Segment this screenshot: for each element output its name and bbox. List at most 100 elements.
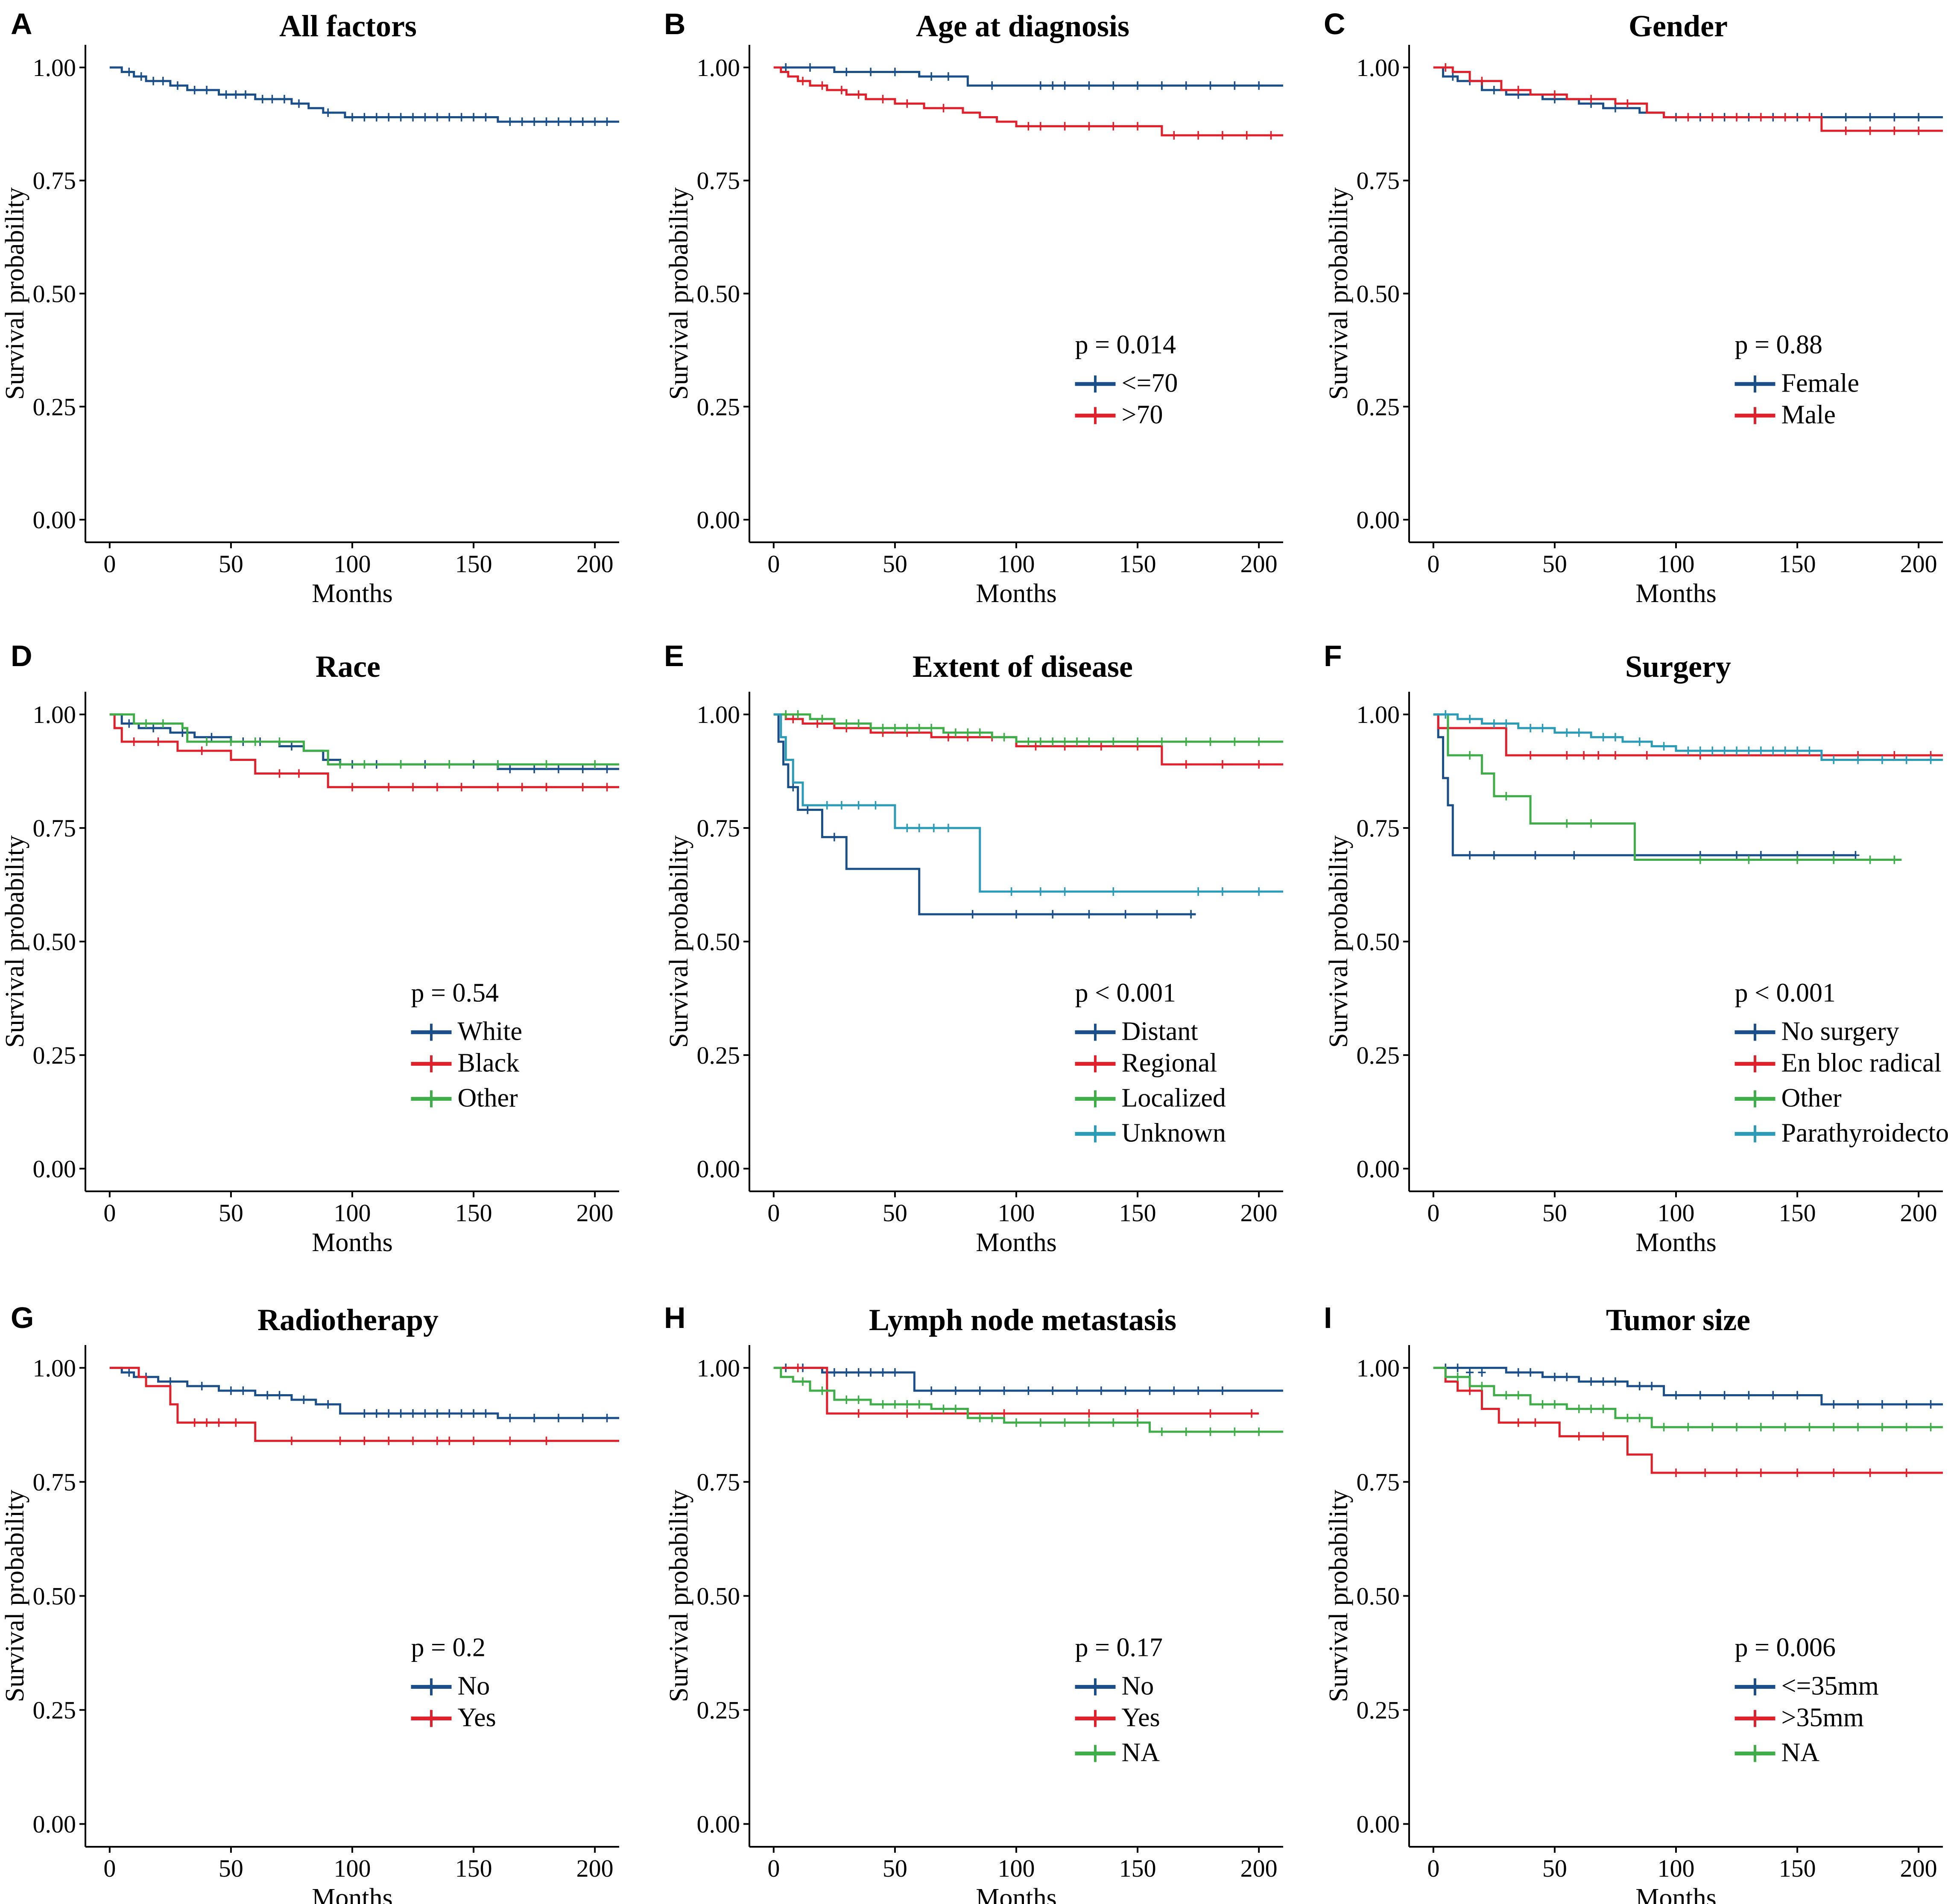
censor-mark xyxy=(506,1436,514,1445)
censor-mark xyxy=(1793,1468,1802,1477)
censor-mark xyxy=(1684,746,1692,755)
p-value: p = 0.2 xyxy=(411,1633,486,1662)
censor-mark xyxy=(1231,1427,1239,1436)
y-tick-label: 0.25 xyxy=(697,1041,740,1069)
censor-mark xyxy=(930,824,938,833)
censor-mark xyxy=(842,1368,851,1377)
censor-mark xyxy=(1890,751,1898,760)
censor-mark xyxy=(1170,131,1178,140)
x-tick-label: 200 xyxy=(1240,1199,1278,1227)
censor-mark xyxy=(854,1368,863,1377)
censor-mark xyxy=(142,719,150,728)
censor-mark xyxy=(1531,851,1539,860)
censor-mark xyxy=(1514,1368,1522,1377)
censor-mark xyxy=(1599,1432,1607,1441)
km-curve-male xyxy=(1433,66,1943,132)
censor-mark xyxy=(782,710,790,719)
censor-mark xyxy=(1502,719,1510,728)
censor-mark xyxy=(1575,1432,1583,1441)
censor-mark xyxy=(1902,1468,1910,1477)
censor-mark xyxy=(1255,760,1263,769)
x-tick-label: 0 xyxy=(1427,550,1439,578)
censor-mark xyxy=(1466,714,1474,723)
p-value: p < 0.001 xyxy=(1735,978,1836,1007)
y-tick-label: 0.50 xyxy=(33,928,76,956)
censor-mark xyxy=(927,72,936,81)
censor-mark xyxy=(915,1400,923,1409)
censor-mark xyxy=(1878,1400,1886,1409)
censor-mark xyxy=(1085,737,1093,746)
censor-mark xyxy=(1218,1386,1226,1395)
censor-mark xyxy=(1866,113,1874,122)
censor-mark xyxy=(1531,1418,1539,1427)
censor-mark xyxy=(1478,1382,1486,1391)
censor-mark xyxy=(1757,746,1765,755)
censor-mark xyxy=(1478,76,1486,85)
p-value: p = 0.014 xyxy=(1075,330,1176,359)
censor-mark xyxy=(287,1436,295,1445)
x-tick-label: 200 xyxy=(1240,550,1278,578)
censor-mark xyxy=(1635,1382,1644,1391)
censor-mark xyxy=(1563,1372,1571,1381)
y-tick-label: 0.25 xyxy=(697,1696,740,1724)
censor-mark xyxy=(842,1395,851,1404)
panel-e: E Extent of disease 0.00 0.25 0.50 0.75 1.00 0 5… xyxy=(664,639,1283,1257)
censor-mark xyxy=(1594,751,1603,760)
y-tick-label: 1.00 xyxy=(1357,54,1400,82)
censor-mark xyxy=(203,737,211,746)
censor-mark xyxy=(159,719,167,728)
censor-mark xyxy=(1733,746,1741,755)
censor-mark xyxy=(190,1418,199,1427)
y-tick-label: 0.00 xyxy=(697,1155,740,1183)
censor-mark xyxy=(1587,819,1595,828)
censor-mark xyxy=(1587,1404,1595,1413)
censor-mark xyxy=(1550,90,1559,99)
censor-mark xyxy=(1805,1423,1813,1432)
p-value: p = 0.88 xyxy=(1735,330,1822,359)
y-tick-label: 0.50 xyxy=(697,928,740,956)
censor-mark xyxy=(300,1395,308,1404)
y-tick-label: 0.00 xyxy=(697,506,740,534)
censor-mark xyxy=(951,1386,959,1395)
legend-label: >70 xyxy=(1122,400,1163,429)
x-tick-label: 100 xyxy=(1658,1199,1695,1227)
censor-mark xyxy=(1097,1386,1105,1395)
censor-mark xyxy=(1611,1377,1619,1386)
x-tick-label: 0 xyxy=(103,1199,116,1227)
censor-mark xyxy=(872,801,880,810)
censor-mark xyxy=(944,824,952,833)
censor-mark xyxy=(944,733,952,742)
censor-mark xyxy=(879,724,887,733)
x-axis-label: Months xyxy=(312,1884,392,1904)
x-tick-label: 100 xyxy=(998,1199,1035,1227)
censor-mark xyxy=(579,764,587,773)
censor-mark xyxy=(125,1368,133,1377)
x-tick-label: 50 xyxy=(219,550,243,578)
censor-mark xyxy=(445,1436,453,1445)
x-axis-label: Months xyxy=(976,1228,1056,1257)
censor-mark xyxy=(445,1409,453,1418)
censor-mark xyxy=(258,95,266,104)
censor-mark xyxy=(1255,887,1263,896)
y-tick-label: 0.25 xyxy=(33,1041,76,1069)
censor-mark xyxy=(1036,887,1044,896)
censor-mark xyxy=(1097,742,1105,751)
censor-mark xyxy=(1036,81,1044,90)
censor-mark xyxy=(1218,131,1226,140)
censor-mark xyxy=(1085,81,1093,90)
censor-mark xyxy=(976,728,984,737)
x-tick-label: 100 xyxy=(334,1854,371,1882)
legend-label: Yes xyxy=(1122,1703,1160,1732)
censor-mark xyxy=(125,719,133,728)
censor-mark xyxy=(1575,728,1583,737)
censor-mark xyxy=(603,764,611,773)
censor-mark xyxy=(1527,1368,1535,1377)
censor-mark xyxy=(823,801,831,810)
y-tick-label: 0.50 xyxy=(697,1582,740,1610)
censor-mark xyxy=(1024,1386,1032,1395)
censor-mark xyxy=(1466,1386,1474,1395)
censor-mark xyxy=(348,783,356,792)
km-curve-no xyxy=(109,1366,619,1419)
censor-mark xyxy=(915,824,923,833)
x-axis-label: Months xyxy=(976,1884,1056,1904)
